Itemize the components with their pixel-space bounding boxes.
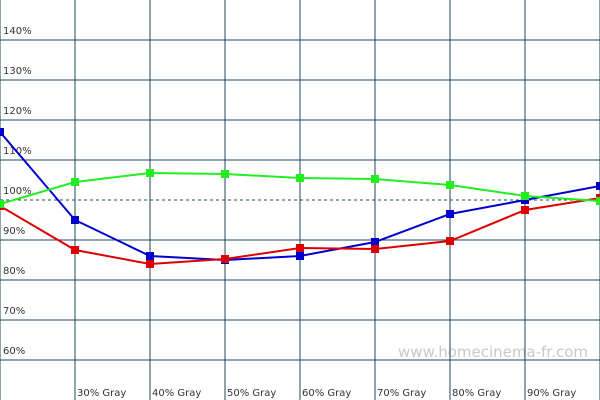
x-tick-label: 90% Gray [527, 388, 576, 399]
marker [596, 197, 600, 205]
x-tick-label: 70% Gray [377, 388, 426, 399]
x-tick-label: 50% Gray [227, 388, 276, 399]
marker [371, 238, 379, 246]
x-tick-label: 40% Gray [152, 388, 201, 399]
marker [221, 170, 229, 178]
marker [221, 255, 229, 263]
marker [71, 246, 79, 254]
marker [296, 252, 304, 260]
marker [446, 210, 454, 218]
x-tick-label: 60% Gray [302, 388, 351, 399]
y-tick-label: 120% [3, 106, 32, 117]
marker [521, 192, 529, 200]
marker [371, 175, 379, 183]
y-tick-label: 90% [3, 226, 25, 237]
marker [296, 174, 304, 182]
y-tick-label: 70% [3, 306, 25, 317]
marker [146, 169, 154, 177]
y-tick-label: 130% [3, 66, 32, 77]
marker [146, 260, 154, 268]
y-tick-label: 140% [3, 26, 32, 37]
x-tick-label: 80% Gray [452, 388, 501, 399]
marker [0, 200, 4, 208]
x-tick-label: 30% Gray [77, 388, 126, 399]
marker [446, 237, 454, 245]
y-tick-label: 100% [3, 186, 32, 197]
marker [146, 252, 154, 260]
marker [71, 178, 79, 186]
marker [371, 245, 379, 253]
marker [446, 181, 454, 189]
marker [71, 216, 79, 224]
y-tick-label: 60% [3, 346, 25, 357]
marker [0, 128, 4, 136]
marker [521, 206, 529, 214]
watermark: www.homecinema-fr.com [398, 343, 588, 361]
marker [596, 182, 600, 190]
y-tick-label: 80% [3, 266, 25, 277]
marker [296, 244, 304, 252]
